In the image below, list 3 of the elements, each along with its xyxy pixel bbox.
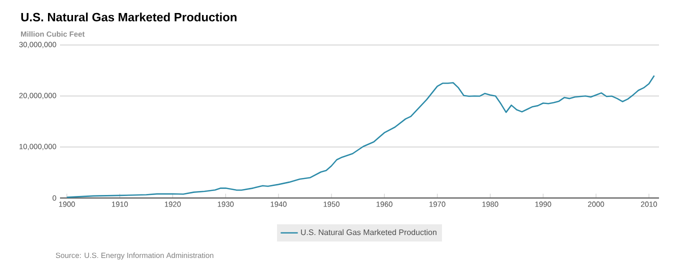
line-series [66, 74, 655, 198]
chart-title: U.S. Natural Gas Marketed Production [21, 12, 236, 22]
legend-label: U.S. Natural Gas Marketed Production [301, 229, 436, 236]
